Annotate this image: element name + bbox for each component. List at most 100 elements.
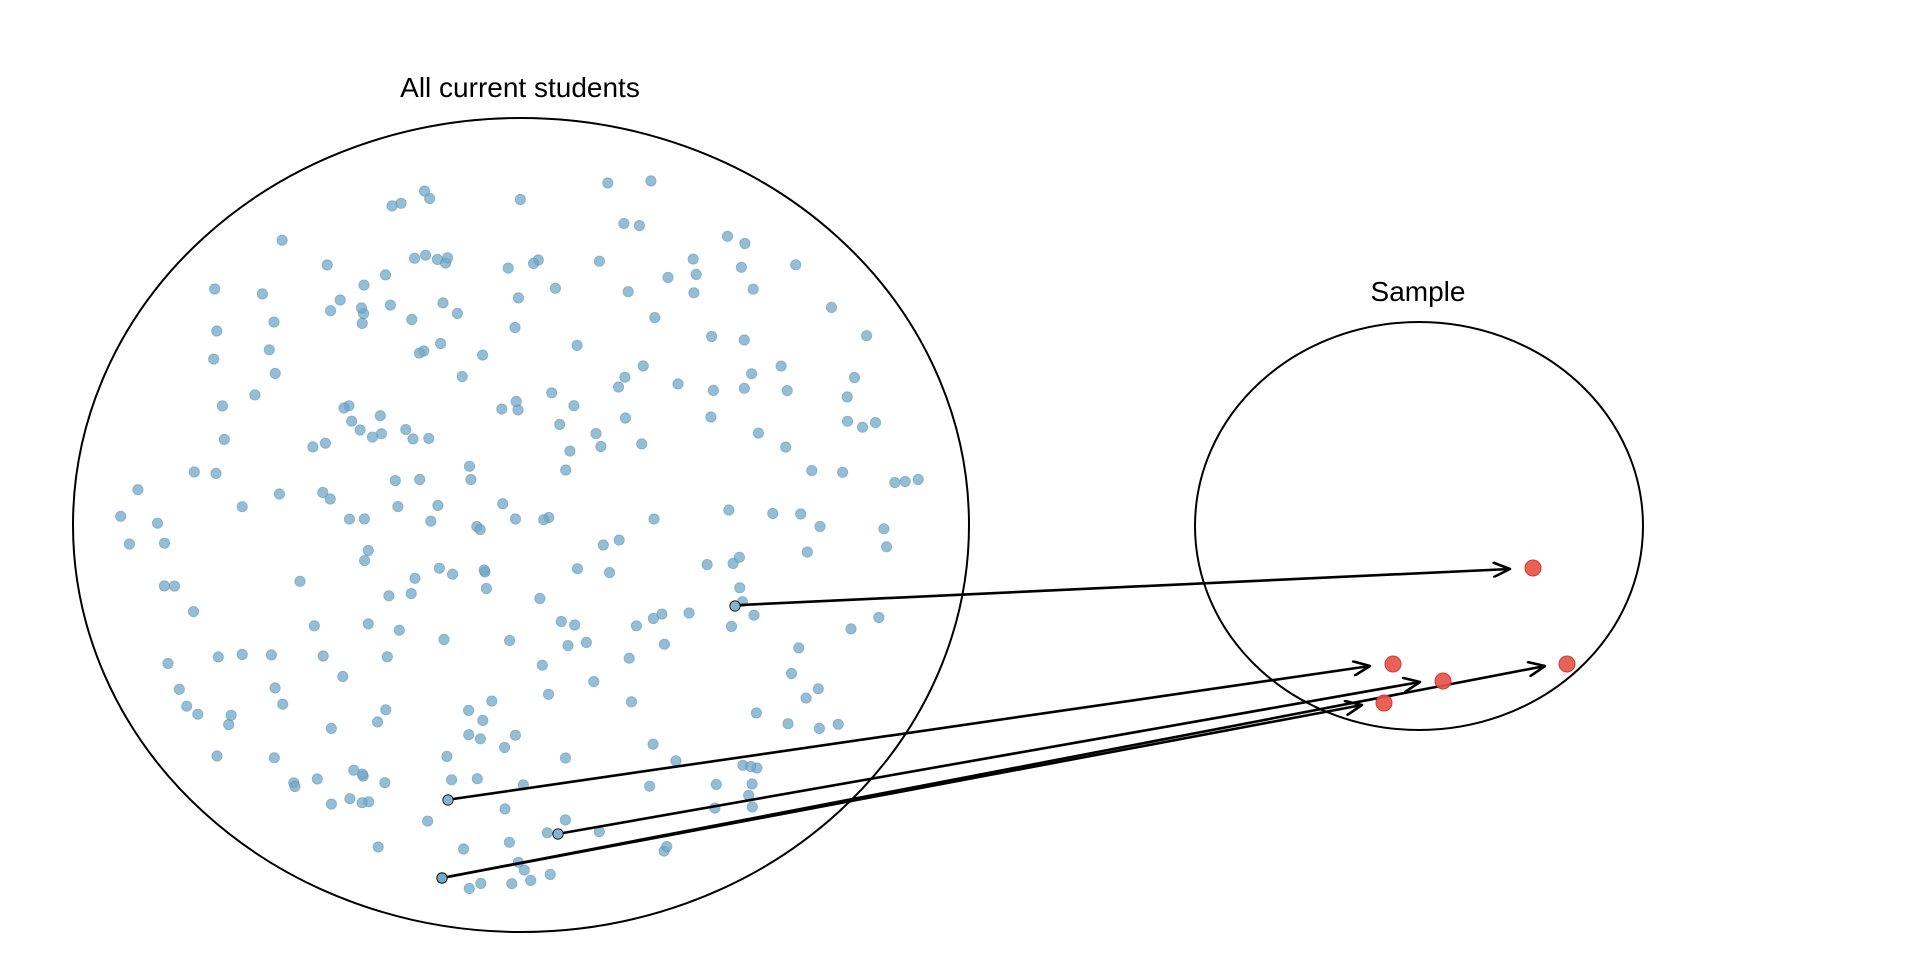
student-dot: [622, 286, 634, 298]
student-dot: [806, 464, 818, 477]
student-dot: [343, 513, 356, 525]
student-dot: [463, 729, 475, 741]
student-dot: [208, 353, 220, 365]
student-dot: [738, 382, 750, 394]
student-dot: [441, 750, 453, 763]
student-dot: [158, 537, 171, 549]
student-dot: [371, 716, 384, 728]
sample-dot: [1384, 655, 1402, 673]
student-dot: [781, 384, 793, 397]
student-dot: [480, 582, 492, 595]
student-dot: [841, 415, 854, 427]
sampling-arrow: [446, 666, 1545, 879]
student-dot: [263, 344, 275, 356]
student-dot: [647, 738, 659, 750]
student-dot: [506, 878, 518, 890]
student-dot: [383, 590, 395, 602]
student-dot: [418, 185, 431, 197]
student-dot: [559, 814, 572, 826]
sampling-arrows: [446, 569, 1545, 879]
student-dot: [683, 607, 695, 619]
student-dot: [294, 575, 306, 587]
student-dot: [389, 474, 401, 487]
student-dot: [407, 433, 419, 445]
sample-dots: [1375, 559, 1576, 712]
student-dot: [438, 633, 450, 646]
student-dot: [707, 384, 720, 396]
student-dot: [446, 568, 459, 580]
student-dot: [463, 882, 475, 895]
student-dot: [381, 651, 393, 663]
student-dot: [478, 564, 490, 576]
student-dot: [512, 292, 525, 304]
student-dot: [354, 424, 366, 436]
student-dot: [445, 774, 458, 786]
student-dot: [613, 534, 625, 546]
student-dot: [317, 486, 329, 499]
student-dot: [338, 402, 350, 414]
student-dot: [431, 253, 443, 265]
student-dot: [249, 389, 261, 401]
student-dot: [790, 259, 802, 271]
student-dot: [525, 874, 537, 887]
student-dot: [571, 339, 583, 351]
student-dot: [782, 718, 794, 730]
student-dot: [503, 634, 516, 647]
student-dot: [173, 683, 185, 695]
student-dot: [658, 638, 671, 650]
student-dot: [441, 252, 454, 264]
student-dot: [362, 618, 374, 630]
student-dot: [509, 321, 521, 334]
student-dot: [474, 733, 486, 745]
population-label: All current students: [400, 72, 640, 103]
student-dot: [832, 718, 844, 730]
student-dot: [434, 337, 447, 350]
student-dot: [873, 611, 885, 624]
student-dot: [276, 234, 288, 246]
student-dot: [268, 752, 280, 764]
student-dot: [289, 780, 301, 793]
student-dot: [542, 688, 555, 700]
student-dot: [409, 572, 421, 584]
student-dot: [801, 546, 813, 558]
student-dot: [212, 651, 224, 663]
student-dot: [325, 798, 337, 810]
student-dot: [433, 562, 445, 574]
student-dot: [746, 801, 758, 813]
student-dot: [223, 718, 235, 731]
student-dot: [132, 484, 144, 496]
student-dot: [560, 464, 572, 476]
student-dot: [899, 475, 911, 488]
student-dot: [496, 403, 508, 415]
student-dot: [211, 750, 223, 762]
student-dot: [775, 360, 787, 372]
sample-dot: [1434, 672, 1452, 690]
student-dot: [386, 200, 398, 212]
student-dot: [465, 473, 477, 486]
sampled-student-source-dot: [442, 794, 454, 806]
student-dot: [733, 551, 746, 563]
student-dot: [836, 466, 849, 478]
student-dot: [334, 294, 346, 306]
student-dot: [358, 279, 370, 291]
student-dot: [168, 580, 181, 592]
student-dot: [509, 513, 522, 525]
sample-ellipse: [1194, 321, 1644, 731]
student-dot: [564, 445, 576, 457]
student-dot: [380, 704, 392, 716]
student-dot: [536, 659, 548, 671]
student-dot: [216, 400, 228, 412]
student-dot: [672, 378, 684, 390]
student-dot: [612, 381, 625, 393]
student-dot: [705, 330, 718, 343]
student-dot: [151, 517, 164, 529]
student-dot: [795, 508, 807, 520]
student-dot: [602, 177, 614, 189]
student-dot: [308, 620, 320, 632]
student-dot: [538, 514, 550, 526]
student-dot: [324, 493, 336, 505]
student-dot: [362, 544, 374, 557]
student-dot: [734, 582, 746, 594]
